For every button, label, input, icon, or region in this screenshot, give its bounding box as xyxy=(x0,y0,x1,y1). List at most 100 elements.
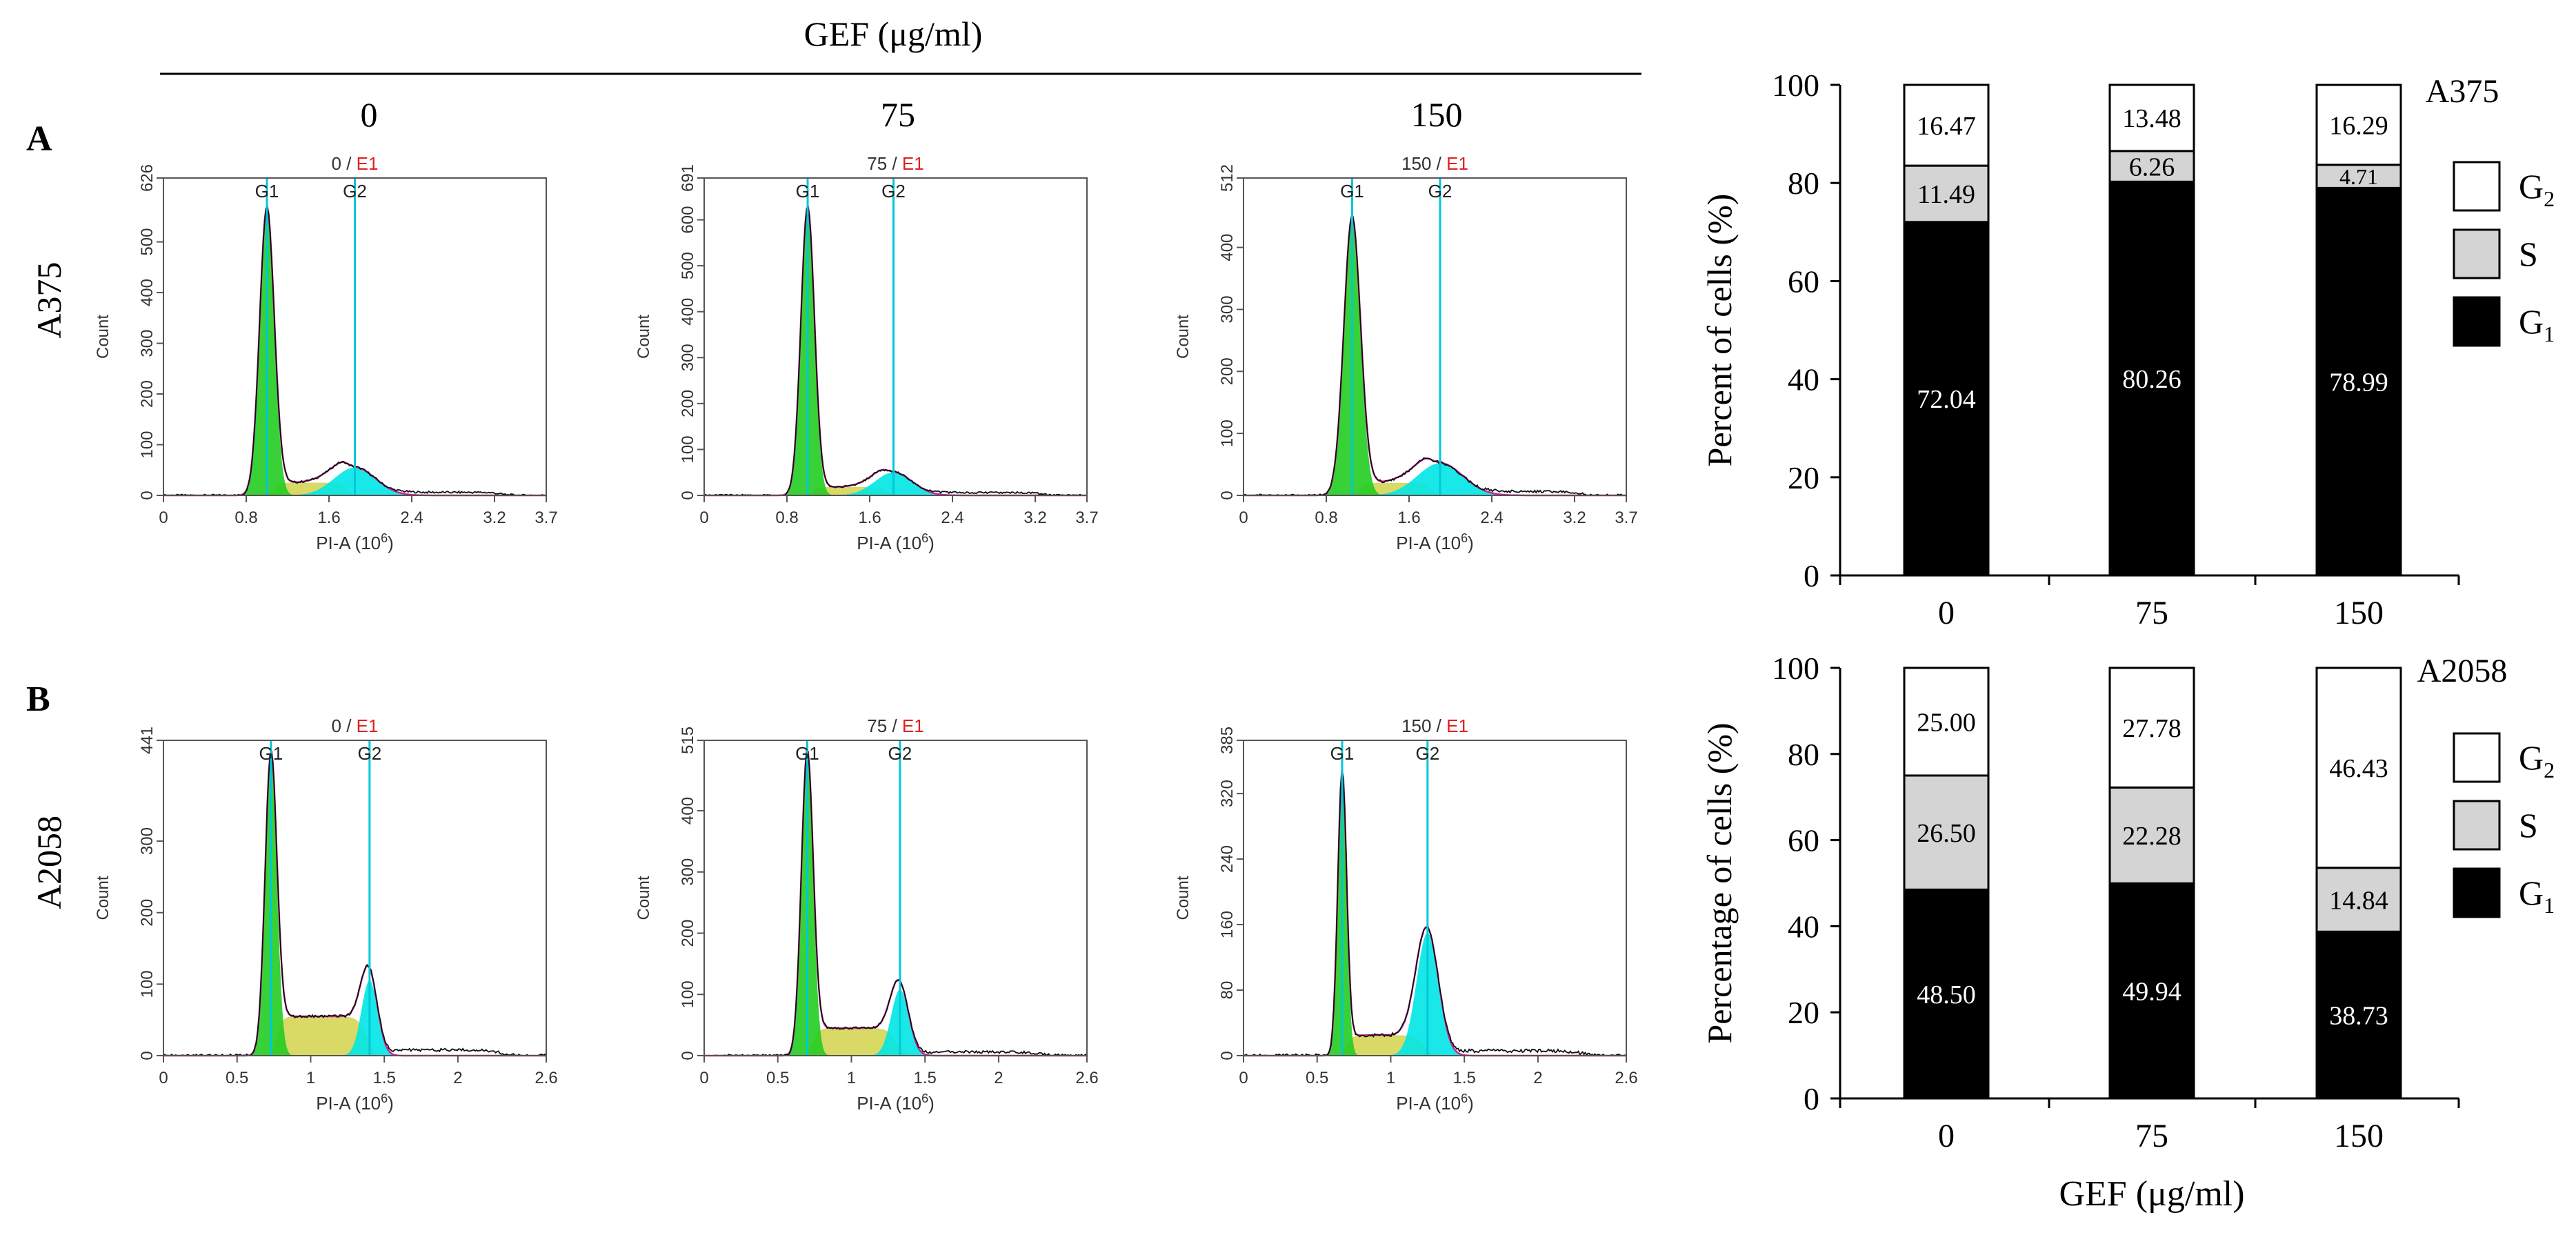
histogram-ytick-label: 385 xyxy=(1218,727,1237,754)
bar-data-label-s: 26.50 xyxy=(1917,819,1976,848)
histogram-xtick-label: 1.5 xyxy=(914,1069,937,1087)
histogram-xtick-label: 0.8 xyxy=(775,509,798,527)
bar-segment-s xyxy=(2315,867,2402,933)
bar-segment-g1 xyxy=(2108,180,2195,577)
legend-label-g2: G2 xyxy=(2519,738,2555,782)
histogram-ytick-label: 320 xyxy=(1218,780,1237,807)
histogram-xtick-label: 2 xyxy=(1533,1069,1542,1087)
marker-label-g2: G2 xyxy=(1428,181,1452,201)
histogram-xtick-label: 0.8 xyxy=(234,509,257,527)
histogram-ytick-label: 100 xyxy=(138,970,157,998)
histogram-xtick-label: 0 xyxy=(159,1069,168,1087)
header-title: GEF (μg/ml) xyxy=(804,14,983,53)
histogram-ytick-label: 200 xyxy=(679,390,697,417)
histogram-xtick-label: 0 xyxy=(1239,1069,1248,1087)
histogram-xlabel: PI-A (106) xyxy=(857,1092,935,1114)
histogram-ytick-label: 100 xyxy=(1218,419,1237,447)
histogram-xtick-label: 0.8 xyxy=(1315,509,1337,527)
histogram-data-curve xyxy=(163,749,547,1057)
marker-label-g1: G1 xyxy=(259,743,283,764)
bar-data-label-g2: 25.00 xyxy=(1917,708,1976,737)
histogram-ylabel: Count xyxy=(635,315,653,359)
bar-data-label-g2: 16.29 xyxy=(2329,111,2388,140)
bar-segment-s xyxy=(1903,774,1990,891)
histogram-ytick-label: 200 xyxy=(679,920,697,947)
histogram-xtick-label: 2 xyxy=(453,1069,462,1087)
bar-data-label-s: 11.49 xyxy=(1917,180,1975,209)
marker-label-g1: G1 xyxy=(796,181,820,201)
histogram-frame xyxy=(1243,740,1627,1056)
bar-segment-g2 xyxy=(2315,667,2402,869)
histogram-ylabel: Count xyxy=(94,876,112,920)
bar-category-label: 75 xyxy=(2135,595,2168,631)
bar-segment-g2 xyxy=(2108,83,2195,152)
histogram-ytick-label: 300 xyxy=(138,330,157,357)
bar-ytick-label: 40 xyxy=(1788,909,1819,944)
histogram-ytick-label: 0 xyxy=(1218,1051,1237,1060)
bar-data-label-g2: 16.47 xyxy=(1917,112,1976,141)
marker-label-g2: G2 xyxy=(888,743,912,764)
bar-segment-g2 xyxy=(2315,83,2402,166)
bar-category-label: 75 xyxy=(2135,1118,2168,1154)
bar-data-label-g2: 13.48 xyxy=(2122,104,2181,133)
histogram-xtick-label: 1 xyxy=(306,1069,315,1087)
marker-label-g1: G1 xyxy=(795,743,819,764)
bar-ytick-label: 20 xyxy=(1788,995,1819,1030)
histogram-frame xyxy=(703,177,1088,496)
histogram-frame xyxy=(1243,177,1627,496)
histogram-xtick-label: 1.6 xyxy=(858,509,881,527)
histogram-ylabel: Count xyxy=(1174,315,1192,359)
histogram-fit-curve xyxy=(163,751,546,1057)
bar-data-label-s: 6.26 xyxy=(2129,152,2175,181)
bar-data-label-s: 22.28 xyxy=(2122,822,2181,851)
bar-segment-g1 xyxy=(2315,186,2402,577)
bar-data-label-g1: 78.99 xyxy=(2329,368,2388,397)
histogram-ytick-label: 500 xyxy=(138,228,157,256)
histogram-xlabel: PI-A (106) xyxy=(316,531,394,553)
histogram-xtick-label: 1 xyxy=(847,1069,856,1087)
bar-data-label-g2: 27.78 xyxy=(2122,714,2181,743)
bar-ylabel: Percentage of cells (%) xyxy=(1700,722,1739,1043)
histogram-ytick-label: 100 xyxy=(679,980,697,1008)
bar-segment-g2 xyxy=(1903,83,1990,167)
histogram-title: 150 / E1 xyxy=(1401,715,1468,736)
histogram-ytick-label: 240 xyxy=(1218,845,1237,873)
histogram-xtick-label: 3.2 xyxy=(1563,509,1586,527)
histogram-ytick-label: 0 xyxy=(138,491,157,500)
bar-chart-a375: 72.04 11.49 16.47 80.26 6.26 13.48 78.99 4.71 16… xyxy=(1700,68,2555,631)
panel-label-a: A xyxy=(26,119,52,159)
histogram-ylabel: Count xyxy=(635,876,653,920)
bar-ytick-label: 100 xyxy=(1772,68,1819,103)
histogram-ytick-label: 300 xyxy=(679,858,697,886)
histogram-ytick-label: 500 xyxy=(679,252,697,279)
bar-ytick-label: 20 xyxy=(1788,460,1819,495)
histogram-xlabel: PI-A (106) xyxy=(316,1092,394,1114)
bar-segment-s xyxy=(2315,164,2402,189)
histogram-xtick-label: 2.4 xyxy=(941,509,963,527)
histogram-ytick-label: 626 xyxy=(138,164,157,192)
legend-label-s: S xyxy=(2519,806,2538,845)
legend-swatch-g2 xyxy=(2453,732,2501,783)
legend-swatch-s xyxy=(2453,800,2501,851)
bar-data-label-g1: 38.73 xyxy=(2329,1001,2388,1030)
histogram-xtick-label: 1.5 xyxy=(373,1069,396,1087)
histogram-r0c1: G1 G2 75 / E1 0 100 200 300 400 500 600 691 Count 0 0… xyxy=(635,153,1099,553)
bar-segment-s xyxy=(2108,786,2195,885)
bar-xlabel: GEF (μg/ml) xyxy=(2059,1174,2244,1214)
histogram-ytick-label: 100 xyxy=(138,431,157,458)
histogram-xtick-label: 0 xyxy=(1239,509,1248,527)
histogram-ytick-label: 691 xyxy=(679,164,697,192)
histogram-frame xyxy=(703,740,1088,1056)
histogram-r1c0: G1 G2 0 / E1 0 100 200 300 441 Count 0 0.5 1 1.5 2 2.6… xyxy=(94,715,558,1114)
bar-chart-title: A2058 xyxy=(2417,653,2508,689)
bar-segment-g2 xyxy=(1903,667,1990,777)
bar-category-label: 0 xyxy=(1938,1118,1955,1154)
bar-ytick-label: 100 xyxy=(1772,651,1819,686)
bar-data-label-s: 14.84 xyxy=(2329,886,2388,915)
histogram-title: 0 / E1 xyxy=(332,153,379,174)
bar-chart-title: A375 xyxy=(2426,73,2499,110)
legend-label-g1: G1 xyxy=(2519,873,2555,918)
histogram-xtick-label: 2 xyxy=(994,1069,1003,1087)
